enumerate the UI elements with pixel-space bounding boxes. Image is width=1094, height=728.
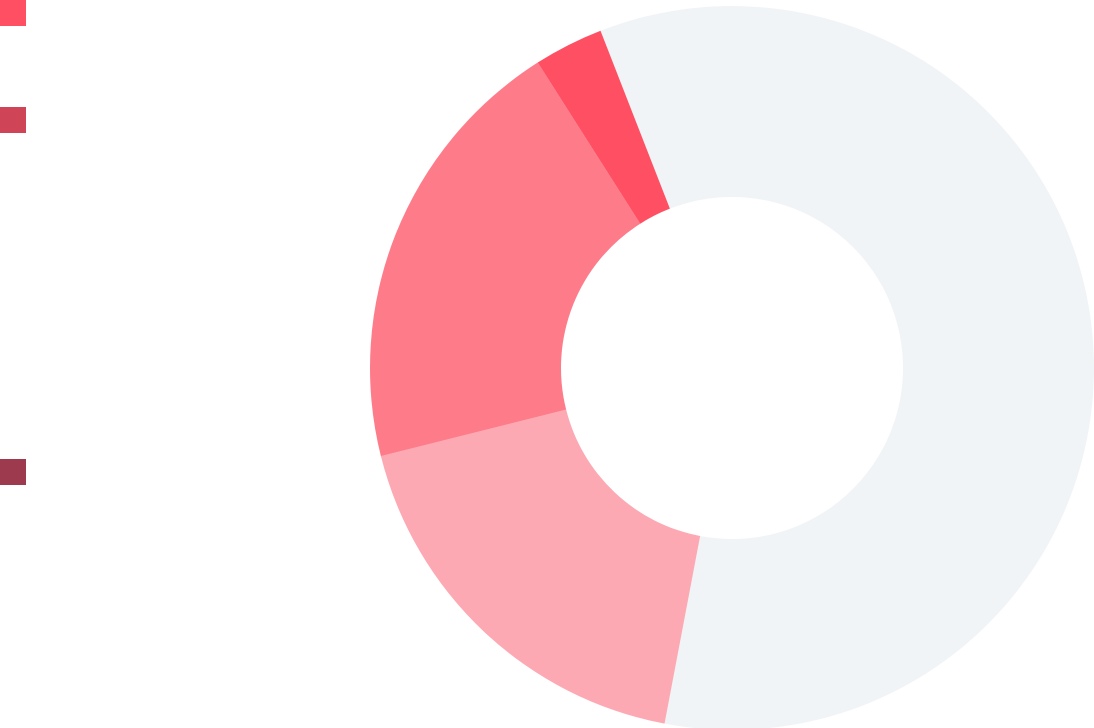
pie-slice-4 — [537, 30, 670, 224]
legend-swatch-3 — [0, 459, 26, 485]
legend-swatch-1 — [0, 0, 26, 26]
pie-slice-2 — [380, 409, 701, 724]
legend-swatch-2 — [0, 107, 26, 133]
pie-slice-1 — [600, 6, 1094, 728]
pie-slice-3 — [369, 62, 641, 457]
